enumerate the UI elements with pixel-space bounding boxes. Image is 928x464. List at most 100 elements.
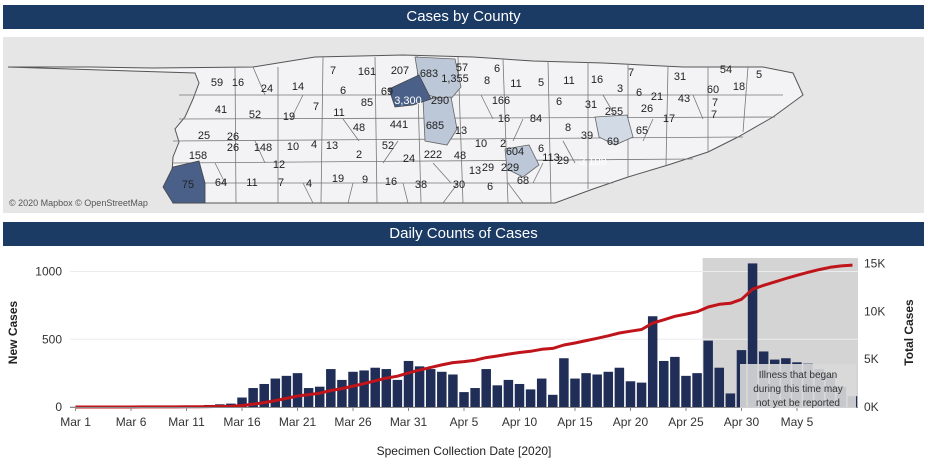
county-label: 54	[720, 64, 732, 76]
county-label: 48	[353, 122, 365, 134]
county-label: 161	[358, 66, 376, 78]
bar-new-cases	[470, 388, 480, 407]
county-label: 113	[542, 152, 560, 164]
county-border	[172, 136, 744, 142]
county-label: 17	[663, 113, 675, 125]
county-label: 7	[711, 109, 717, 121]
county-label: 7	[712, 97, 718, 109]
bar-new-cases	[414, 366, 425, 407]
county-label: 41	[215, 104, 227, 116]
county-label: 2	[500, 138, 506, 150]
line-total-cases	[75, 263, 853, 409]
county-border	[374, 56, 378, 204]
county-label: 7	[628, 67, 634, 79]
county-label: 39	[581, 130, 593, 142]
bar-new-cases	[237, 397, 247, 407]
map-title: Cases by County	[406, 8, 521, 25]
county-label: 84	[530, 113, 542, 125]
county-border	[547, 60, 552, 204]
bar-new-cases	[581, 373, 591, 407]
county-shaded	[594, 114, 634, 146]
county-label: 229	[501, 162, 519, 174]
county-label: 10	[475, 138, 487, 150]
county-label: 604	[506, 146, 524, 158]
x-tick-label: Apr 15	[557, 415, 593, 429]
y-tick-label: 1000	[35, 265, 62, 279]
bar-new-cases	[548, 394, 558, 407]
bar-new-cases	[514, 383, 525, 407]
county-label: 6	[494, 63, 500, 75]
county-shaded	[388, 74, 432, 108]
bar-new-cases	[559, 358, 569, 407]
county-label: 4	[306, 178, 312, 190]
bar-new-cases	[659, 360, 669, 407]
county-border	[532, 162, 544, 184]
county-border	[172, 158, 694, 164]
county-label: 64	[215, 177, 227, 189]
bar-new-cases	[337, 379, 347, 407]
bar-new-cases	[248, 388, 258, 407]
county-label: 65	[636, 125, 648, 137]
y2-tick-label: 5K	[864, 352, 879, 366]
county-label: 255	[605, 106, 623, 118]
county-label: 7	[330, 65, 336, 77]
bar-new-cases	[536, 378, 547, 407]
county-border	[665, 66, 669, 166]
bar-new-cases	[281, 375, 292, 407]
bar-new-cases	[570, 378, 580, 407]
county-label: 222	[424, 149, 442, 161]
county-label: 85	[361, 97, 373, 109]
county-label: 26	[227, 131, 239, 143]
county-label: 29	[557, 155, 569, 167]
county-label: 19	[332, 173, 344, 185]
county-label: 31	[585, 99, 597, 111]
county-label: 3,300	[394, 95, 422, 107]
bar-new-cases	[625, 381, 636, 407]
bar-new-cases	[681, 375, 691, 407]
county-shaded	[162, 160, 206, 204]
bar-new-cases	[614, 367, 625, 407]
county-border	[602, 94, 618, 120]
county-border	[742, 66, 749, 133]
x-tick-label: Mar 21	[279, 415, 317, 429]
bar-new-cases	[525, 389, 536, 407]
county-label: 16	[498, 113, 510, 125]
bar-new-cases	[503, 379, 514, 407]
county-label: 52	[382, 140, 394, 152]
bar-new-cases	[314, 386, 325, 407]
bar-new-cases	[459, 392, 469, 407]
county-map[interactable]: 59 16 24 14 7 161 207 683 57 6 1,355 8 11 5 11 16 7 31 54 5…	[3, 37, 924, 213]
county-label: 60	[707, 84, 719, 96]
county-label: 59	[211, 77, 223, 89]
x-tick-label: Apr 5	[450, 415, 479, 429]
county-label: 8	[565, 122, 571, 134]
x-tick-label: Mar 26	[334, 415, 372, 429]
bar-new-cases	[636, 382, 647, 407]
y2-tick-label: 10K	[864, 304, 885, 318]
county-label: 11	[246, 177, 257, 189]
bar-new-cases	[403, 360, 414, 407]
county-border	[692, 94, 704, 120]
bar-new-cases	[481, 369, 491, 407]
county-shaded	[504, 144, 540, 178]
county-label: 7	[278, 177, 284, 189]
county-label: 158	[189, 150, 207, 162]
county-border	[402, 182, 409, 204]
county-shaded	[422, 96, 458, 146]
x-tick-label: May 5	[781, 415, 814, 429]
bar-new-cases	[381, 369, 392, 407]
county-label: 30	[453, 179, 465, 191]
x-tick-label: Mar 16	[223, 415, 261, 429]
county-label: 13	[326, 140, 338, 152]
incomplete-data-note-box	[740, 364, 856, 408]
county-border	[507, 182, 524, 204]
county-label: 38	[415, 179, 427, 191]
daily-cases-chart[interactable]: Mar 1 Mar 6 Mar 11 Mar 16 Mar 21 Mar 26 Mar 31…	[0, 252, 928, 464]
county-label: 5	[756, 69, 762, 81]
county-label: 13	[469, 165, 481, 177]
x-tick-label: Mar 11	[168, 415, 205, 429]
county-label: 48	[454, 150, 466, 162]
county-label: 26	[641, 103, 653, 115]
county-label: 24	[261, 83, 273, 95]
county-label: 8	[484, 75, 490, 87]
